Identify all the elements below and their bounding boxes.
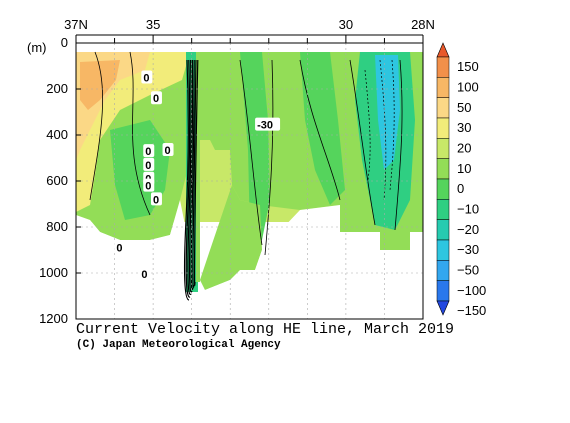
colorbar-label: −30 bbox=[457, 242, 479, 257]
contour-label: 0 bbox=[143, 73, 149, 85]
contour-label: 0 bbox=[145, 146, 151, 158]
field-deep-patch bbox=[200, 185, 262, 290]
contour-label: 0 bbox=[116, 243, 122, 255]
contour-line bbox=[264, 59, 274, 256]
contour-line bbox=[349, 59, 376, 226]
contour-jet-line bbox=[188, 59, 194, 293]
contour-line bbox=[394, 59, 403, 231]
contour-label-bg bbox=[114, 240, 126, 254]
contour-line bbox=[129, 51, 151, 216]
contour-line-negative bbox=[379, 59, 387, 201]
colorbar-label: 100 bbox=[457, 80, 479, 95]
colorbar-label: 0 bbox=[457, 181, 464, 196]
y-tick-label: 0 bbox=[61, 35, 68, 50]
colorbar-label: −50 bbox=[457, 263, 479, 278]
contour-label-bg bbox=[141, 70, 153, 84]
y-tick-label: 800 bbox=[46, 219, 68, 234]
contour-label: 0 bbox=[153, 93, 159, 105]
contour-jet-line bbox=[183, 59, 190, 301]
contour-line bbox=[89, 51, 104, 201]
contour-label: 0 bbox=[145, 160, 151, 172]
contour-jet-line bbox=[185, 59, 191, 298]
contour-label: -30 bbox=[257, 120, 273, 132]
colorbar-label: −20 bbox=[457, 222, 479, 237]
contour-jet-line bbox=[192, 59, 197, 288]
field-jet-edge bbox=[196, 52, 200, 282]
x-tick-label: 28N bbox=[411, 17, 435, 32]
chart-credit: (C) Japan Meteorological Agency bbox=[76, 339, 281, 351]
contour-label: 0 bbox=[141, 269, 147, 281]
colorbar-label: 30 bbox=[457, 120, 471, 135]
contour-label: 0 bbox=[145, 181, 151, 193]
chart-title: Current Velocity along HE line, March 20… bbox=[76, 321, 455, 338]
x-tick-label: 35 bbox=[146, 17, 160, 32]
contour-label-bg bbox=[255, 117, 281, 131]
contour-label-bg bbox=[143, 157, 155, 171]
colorbar-band bbox=[436, 158, 450, 180]
colorbar-label: 150 bbox=[457, 59, 479, 74]
colorbar-bottom-arrow bbox=[436, 300, 450, 316]
contour-line-negative bbox=[389, 59, 395, 191]
colorbar-band bbox=[436, 219, 450, 241]
contour-label-bg bbox=[143, 144, 155, 158]
colorbar-label: 50 bbox=[457, 100, 471, 115]
contour-label-bg bbox=[162, 142, 174, 156]
field-nodata-left bbox=[76, 200, 186, 319]
contour-jet-line bbox=[187, 59, 192, 295]
colorbar-band bbox=[436, 260, 450, 281]
y-tick-label: 1000 bbox=[39, 265, 68, 280]
contour-line bbox=[299, 59, 341, 201]
contour-line-negative bbox=[364, 69, 371, 181]
colorbar-band bbox=[436, 97, 450, 119]
colorbar-label: 10 bbox=[457, 161, 471, 176]
y-axis-unit: (m) bbox=[27, 40, 47, 55]
colorbar-top-arrow bbox=[436, 42, 450, 58]
colorbar-band bbox=[436, 199, 450, 220]
colorbar-band bbox=[436, 239, 450, 261]
colorbar-band bbox=[436, 280, 450, 302]
contour-label-bg bbox=[139, 267, 151, 281]
contour-label: 0 bbox=[153, 194, 159, 206]
x-tick-label: 37N bbox=[64, 17, 88, 32]
field-band-3 bbox=[300, 52, 345, 205]
colorbar-band bbox=[436, 117, 450, 139]
contour-label-bg bbox=[150, 91, 162, 105]
contour-line bbox=[239, 59, 263, 246]
contour-label: 0 bbox=[165, 145, 171, 157]
y-tick-label: 600 bbox=[46, 173, 68, 188]
colorbar-label: −150 bbox=[457, 303, 486, 318]
colorbar-band bbox=[436, 138, 450, 159]
contour-jet-line bbox=[193, 59, 199, 286]
colorbar-label: 20 bbox=[457, 141, 471, 156]
field-nodata-right bbox=[200, 205, 423, 319]
colorbar-band bbox=[436, 77, 450, 98]
contour-label-bg bbox=[143, 178, 155, 192]
colorbar-band bbox=[436, 56, 450, 78]
contour-label-bg bbox=[150, 192, 162, 206]
field-band-2 bbox=[240, 52, 270, 240]
x-tick-label: 30 bbox=[339, 17, 353, 32]
colorbar-band bbox=[436, 178, 450, 200]
y-tick-label: 1200 bbox=[39, 311, 68, 326]
field-positive-tan bbox=[80, 60, 120, 110]
colorbar-label: −10 bbox=[457, 202, 479, 217]
y-tick-label: 400 bbox=[46, 127, 68, 142]
y-tick-label: 200 bbox=[46, 81, 68, 96]
colorbar-label: −100 bbox=[457, 283, 486, 298]
